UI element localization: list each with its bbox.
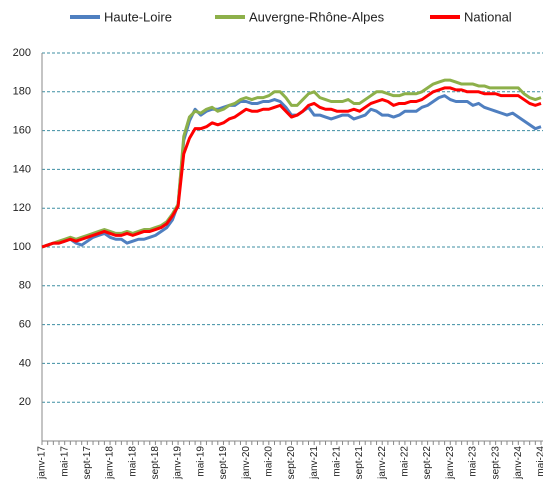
series-line: [41, 78, 542, 249]
series-line: [41, 86, 542, 249]
legend-label: Auvergne-Rhône-Alpes: [249, 9, 385, 24]
y-tick-label: 100: [13, 241, 31, 253]
x-tick-label: mai-21: [332, 446, 343, 477]
x-tick-label: janv-17: [37, 446, 48, 480]
x-tick-label: sept-23: [490, 446, 501, 480]
x-tick-label: mai-20: [263, 446, 274, 477]
y-tick-label: 60: [19, 319, 31, 331]
x-tick-label: mai-24: [536, 446, 543, 477]
x-tick-label: sept-19: [218, 446, 229, 480]
x-tick-label: mai-18: [127, 446, 138, 477]
x-tick-label: janv-21: [309, 446, 320, 480]
y-tick-label: 120: [13, 202, 31, 214]
x-tick-label: janv-19: [173, 446, 184, 480]
x-tick-label: mai-17: [59, 446, 70, 477]
x-tick-label: janv-20: [241, 446, 252, 480]
x-tick-label: sept-21: [354, 446, 365, 480]
x-tick-label: mai-22: [400, 446, 411, 477]
x-tick-label: sept-22: [422, 446, 433, 480]
x-tick-label: janv-22: [377, 446, 388, 480]
y-tick-label: 160: [13, 125, 31, 137]
y-tick-label: 200: [13, 47, 31, 59]
legend-label: Haute-Loire: [104, 9, 172, 24]
x-tick-label: janv-24: [513, 446, 524, 480]
y-tick-label: 80: [19, 280, 31, 292]
y-tick-label: 40: [19, 357, 31, 369]
x-tick-label: janv-23: [445, 446, 456, 480]
y-tick-label: 180: [13, 86, 31, 98]
y-tick-label: 20: [19, 396, 31, 408]
x-tick-label: janv-18: [105, 446, 116, 480]
y-tick-label: 140: [13, 163, 31, 175]
x-tick-label: mai-19: [195, 446, 206, 477]
legend-label: National: [464, 9, 512, 24]
x-tick-label: sept-17: [82, 446, 93, 480]
x-tick-label: sept-20: [286, 446, 297, 480]
x-tick-label: mai-23: [468, 446, 479, 477]
x-tick-label: sept-18: [150, 446, 161, 480]
